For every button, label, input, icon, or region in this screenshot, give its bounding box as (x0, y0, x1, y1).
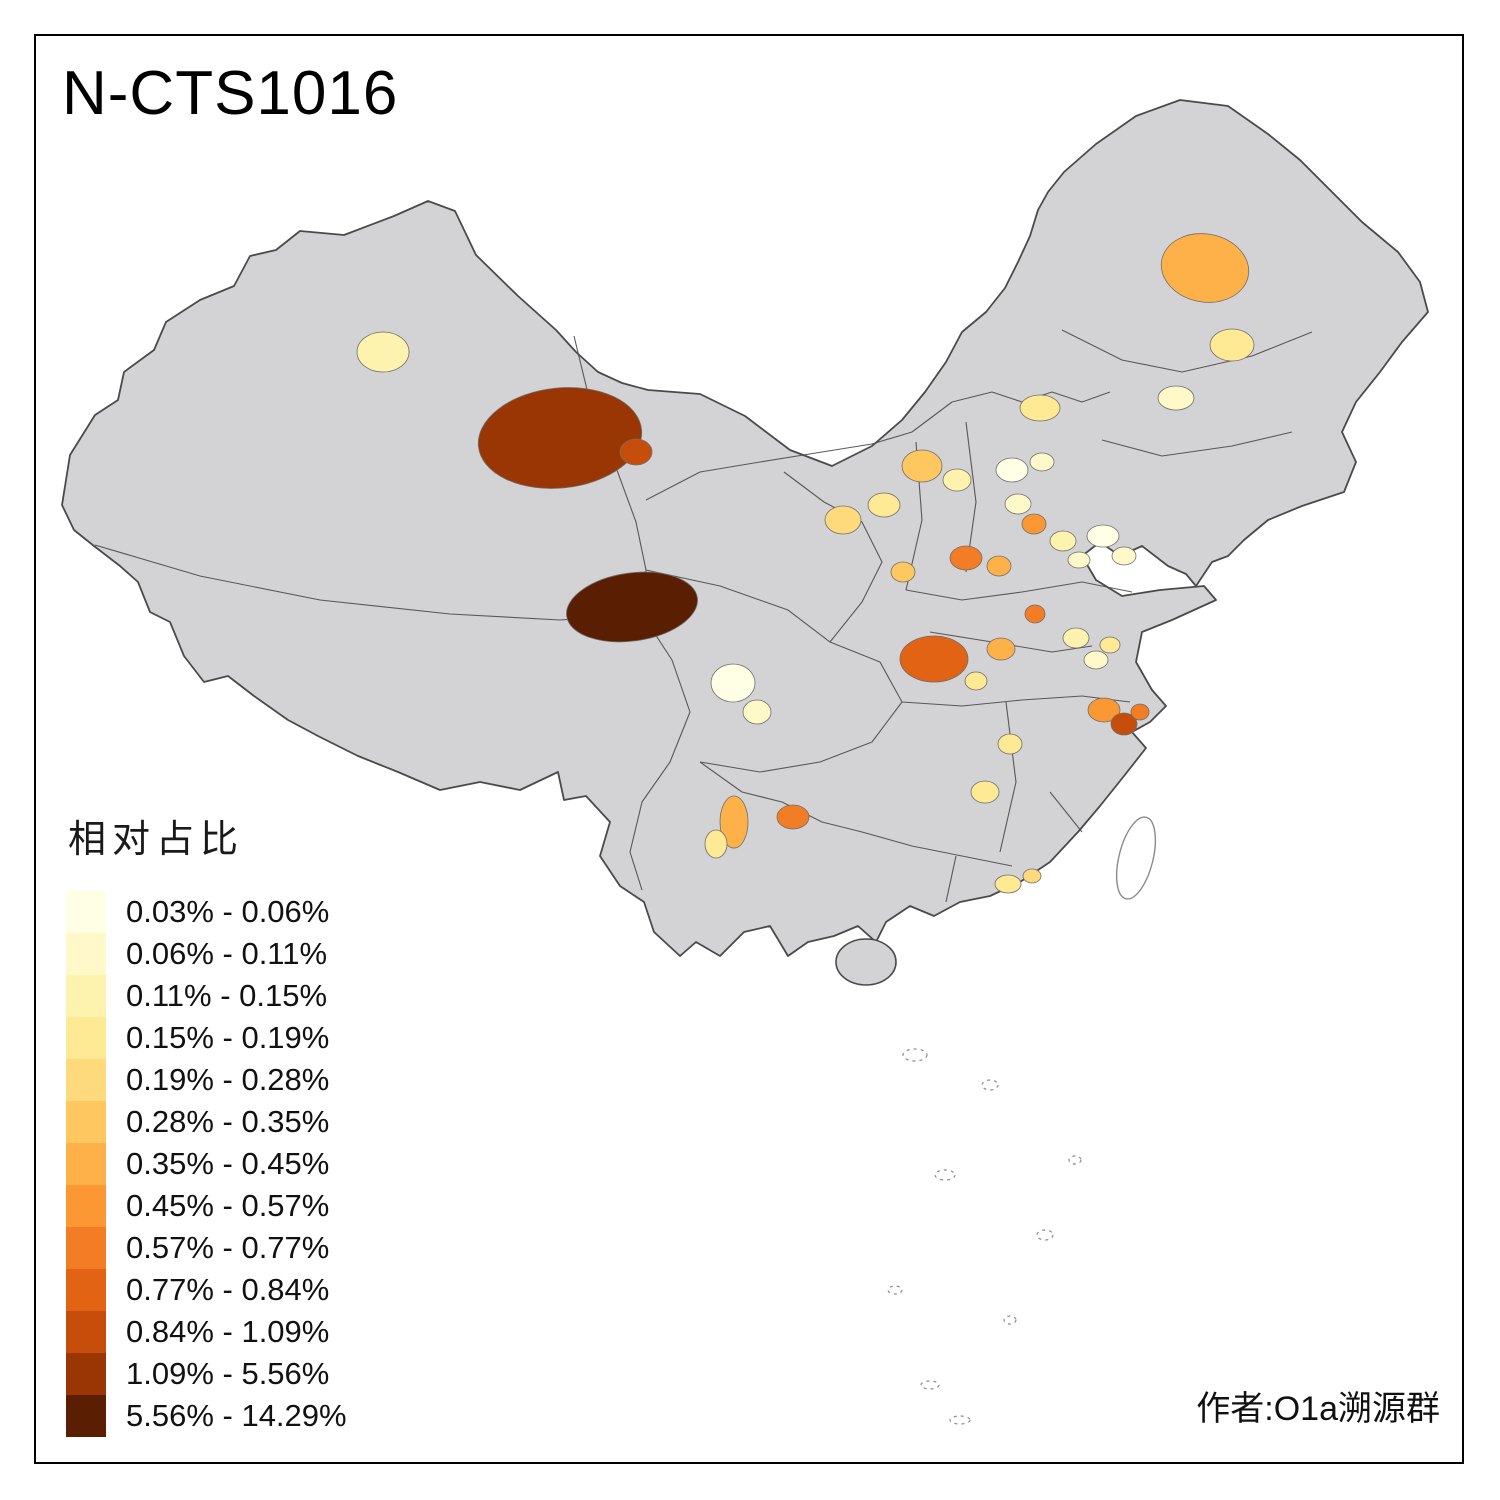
prefecture-region (1110, 712, 1138, 736)
legend-swatch (66, 933, 106, 975)
legend-item: 0.77% - 0.84% (66, 1269, 396, 1311)
prefecture-region (994, 874, 1022, 894)
legend-item: 0.03% - 0.06% (66, 891, 396, 933)
prefecture-region (1004, 493, 1032, 515)
legend-swatch (66, 891, 106, 933)
legend-label: 0.84% - 1.09% (126, 1314, 330, 1349)
legend-item: 0.06% - 0.11% (66, 933, 396, 975)
prefecture-region (1083, 650, 1109, 670)
prefecture-region (942, 468, 972, 492)
legend: 相对占比 0.03% - 0.06% 0.06% - 0.11% 0.11% - 0… (66, 808, 396, 1437)
legend-item: 0.84% - 1.09% (66, 1311, 396, 1353)
prefecture-region (704, 829, 728, 859)
legend-swatch (66, 1101, 106, 1143)
prefecture-region (477, 387, 643, 489)
prefecture-region (1099, 636, 1121, 654)
legend-item: 5.56% - 14.29% (66, 1395, 396, 1437)
prefecture-region (824, 505, 862, 535)
legend-item: 1.09% - 5.56% (66, 1353, 396, 1395)
legend-swatch (66, 1269, 106, 1311)
legend-swatch (66, 1185, 106, 1227)
legend-label: 0.06% - 0.11% (126, 936, 328, 971)
prefecture-region (1160, 233, 1250, 303)
legend-label: 1.09% - 5.56% (126, 1356, 330, 1391)
legend-label: 0.77% - 0.84% (126, 1272, 330, 1307)
taiwan-island (1115, 816, 1157, 900)
legend-label: 5.56% - 14.29% (126, 1398, 347, 1433)
prefecture-region (776, 804, 810, 830)
prefecture-region (1022, 868, 1042, 884)
prefecture-region (1019, 394, 1061, 422)
legend-item: 0.15% - 0.19% (66, 1017, 396, 1059)
prefecture-region (1067, 551, 1091, 569)
prefecture-region (566, 571, 698, 643)
prefecture-region (356, 331, 410, 373)
legend-swatch (66, 975, 106, 1017)
legend-swatch (66, 1017, 106, 1059)
author-credit: 作者:O1a溯源群 (1196, 1390, 1440, 1428)
legend-label: 0.35% - 0.45% (126, 1146, 330, 1181)
legend-label: 0.15% - 0.19% (126, 1020, 330, 1055)
prefecture-region (901, 449, 943, 483)
legend-swatch (66, 1311, 106, 1353)
prefecture-region (719, 795, 749, 849)
legend-title: 相对占比 (68, 819, 245, 861)
prefecture-region (1062, 627, 1090, 649)
prefecture-region (1029, 452, 1055, 472)
prefecture-region (1086, 524, 1120, 548)
prefecture-region (995, 457, 1029, 483)
legend-label: 0.03% - 0.06% (126, 894, 330, 929)
legend-label: 0.19% - 0.28% (126, 1062, 330, 1097)
legend-label: 0.57% - 0.77% (126, 1230, 330, 1265)
page-title: N-CTS1016 (62, 59, 399, 128)
legend-item: 0.45% - 0.57% (66, 1185, 396, 1227)
prefecture-region (970, 780, 1000, 804)
prefecture-region (1209, 328, 1255, 362)
prefecture-region (1087, 697, 1121, 723)
legend-swatch (66, 1353, 106, 1395)
province-borders (94, 329, 1313, 903)
legend-item: 0.57% - 0.77% (66, 1227, 396, 1269)
legend-item: 0.19% - 0.28% (66, 1059, 396, 1101)
legend-label: 0.45% - 0.57% (126, 1188, 330, 1223)
hainan-island (835, 938, 897, 986)
legend-swatch (66, 1227, 106, 1269)
legend-item: 0.28% - 0.35% (66, 1101, 396, 1143)
prefecture-region (1130, 703, 1150, 721)
prefecture-region (986, 637, 1016, 661)
china-mainland (61, 99, 1429, 957)
legend-swatch (66, 1143, 106, 1185)
legend-items: 0.03% - 0.06% 0.06% - 0.11% 0.11% - 0.15% 0… (66, 891, 396, 1437)
prefecture-region (899, 635, 969, 683)
legend-swatch (66, 1059, 106, 1101)
prefecture-region (1157, 385, 1195, 411)
legend-label: 0.28% - 0.35% (126, 1104, 330, 1139)
prefecture-regions-layer (356, 233, 1255, 894)
prefecture-region (964, 671, 988, 691)
prefecture-region (1021, 513, 1047, 535)
legend-label: 0.11% - 0.15% (126, 978, 328, 1013)
prefecture-region (1049, 530, 1077, 552)
prefecture-region (949, 545, 983, 571)
prefecture-region (890, 561, 916, 583)
prefecture-region (867, 492, 901, 518)
prefecture-region (997, 733, 1023, 755)
legend-item: 0.11% - 0.15% (66, 975, 396, 1017)
prefecture-region (742, 699, 772, 725)
prefecture-region (619, 438, 653, 466)
legend-item: 0.35% - 0.45% (66, 1143, 396, 1185)
legend-swatch (66, 1395, 106, 1437)
south-china-sea-islands (887, 1048, 1082, 1425)
prefecture-region (710, 663, 756, 703)
prefecture-region (1024, 604, 1046, 624)
prefecture-region (1111, 546, 1137, 566)
prefecture-region (986, 555, 1012, 577)
